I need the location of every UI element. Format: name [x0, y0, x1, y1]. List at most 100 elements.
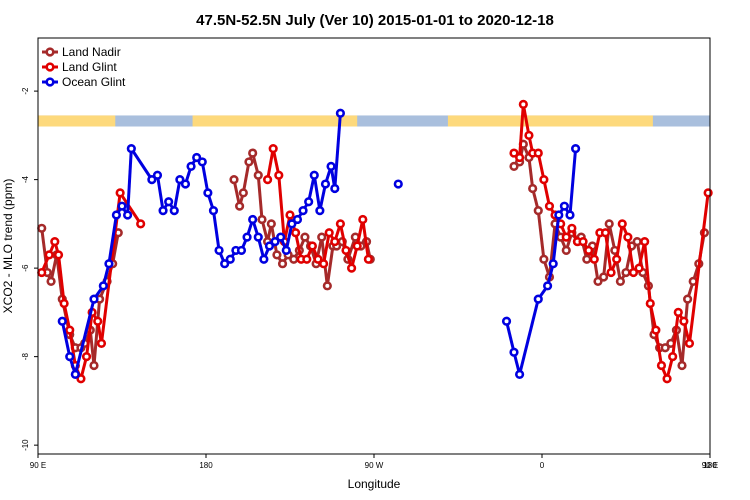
series-segment [118, 192, 142, 225]
data-point [335, 219, 346, 229]
data-point [208, 205, 219, 216]
data-point [117, 201, 127, 211]
data-point [104, 259, 114, 269]
series-segment [505, 320, 516, 353]
data-point [645, 298, 655, 309]
data-point [281, 245, 291, 256]
series-segment [527, 157, 535, 189]
data-point [509, 161, 519, 171]
series-segment [60, 320, 72, 357]
legend-item: Land Glint [42, 60, 117, 74]
data-point [300, 232, 310, 242]
data-point [248, 148, 258, 158]
data-point [539, 254, 549, 264]
data-point [567, 223, 577, 233]
series-segment [172, 179, 182, 211]
data-point [268, 144, 278, 154]
data-point [264, 241, 275, 251]
data-point [59, 298, 69, 309]
data-point [57, 316, 67, 326]
data-point [565, 210, 575, 220]
data-point [270, 236, 280, 247]
data-point [559, 201, 570, 211]
data-point [225, 254, 235, 264]
data-point [180, 179, 191, 189]
data-point [259, 254, 269, 264]
x-tick-label: 90 E [702, 461, 718, 470]
series-land-glint [37, 99, 713, 384]
data-point [561, 245, 571, 256]
data-point [578, 236, 588, 247]
data-point [272, 250, 282, 260]
data-point [615, 276, 626, 287]
data-point [632, 236, 642, 247]
data-point [257, 214, 267, 225]
data-point [634, 263, 644, 273]
data-point [593, 276, 603, 287]
data-point [93, 316, 103, 326]
data-point [302, 254, 312, 264]
data-point [528, 183, 538, 194]
data-point [307, 241, 318, 251]
y-tick-label: -6 [21, 264, 30, 272]
data-point [679, 316, 689, 326]
x-tick-label: 0 [540, 461, 545, 470]
series-segment [643, 241, 652, 304]
x-axis-label: Longitude [348, 477, 401, 491]
data-point [509, 148, 519, 158]
data-point [673, 307, 683, 317]
data-point [640, 236, 650, 247]
data-point [214, 245, 224, 256]
data-point [598, 272, 609, 282]
series-layer [37, 99, 713, 384]
data-point [152, 170, 163, 180]
data-point [220, 259, 230, 269]
data-point [514, 369, 525, 379]
data-point [263, 175, 273, 185]
data-point [242, 232, 252, 242]
series-segment [92, 298, 102, 366]
data-point [37, 223, 47, 233]
data-point [158, 205, 168, 216]
land-ocean-strip [38, 115, 710, 127]
series-segment [521, 104, 531, 136]
series-segment [107, 214, 118, 264]
data-point [604, 219, 614, 229]
data-point [111, 210, 121, 220]
data-point [244, 157, 254, 167]
data-point [253, 170, 263, 180]
chart-title: 47.5N-52.5N July (Ver 10) 2015-01-01 to … [196, 12, 554, 29]
data-point [229, 175, 239, 185]
data-point [65, 325, 75, 335]
data-point [621, 267, 631, 278]
data-point [248, 214, 258, 225]
data-point [363, 254, 374, 264]
data-point [584, 245, 594, 256]
data-point [548, 259, 558, 269]
data-point [628, 267, 639, 278]
data-point [98, 281, 108, 291]
data-point [570, 144, 581, 154]
data-point [600, 228, 611, 238]
data-point [81, 352, 92, 362]
series-segment [130, 147, 154, 181]
data-point [501, 316, 512, 326]
data-point [277, 259, 288, 269]
data-point [539, 175, 549, 185]
data-point [668, 352, 678, 362]
series-segment [126, 148, 133, 216]
series-segment [654, 329, 663, 366]
data-point [304, 197, 314, 207]
series-segment [312, 174, 322, 211]
data-point [561, 232, 571, 242]
series-segment [200, 161, 210, 194]
data-point [70, 369, 80, 379]
legend-swatch-marker [45, 62, 55, 72]
data-point [203, 188, 213, 198]
data-point [662, 374, 672, 384]
data-point [44, 250, 54, 260]
series-segment [687, 192, 710, 344]
legend-item: Ocean Glint [42, 75, 126, 89]
data-point [313, 254, 323, 264]
